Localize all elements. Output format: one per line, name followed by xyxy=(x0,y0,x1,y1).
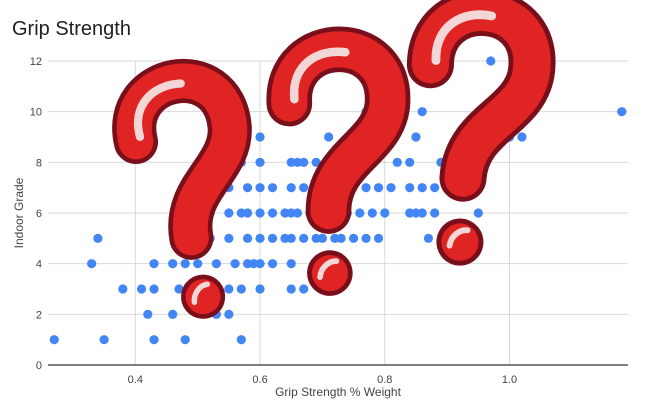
x-tick-label: 0.6 xyxy=(252,374,267,386)
y-axis-label: Indoor Grade xyxy=(12,177,26,248)
chart-title: Grip Strength xyxy=(12,18,131,40)
data-point xyxy=(87,259,97,269)
x-tick-label: 0.4 xyxy=(128,374,143,386)
data-point xyxy=(136,284,147,294)
data-point xyxy=(193,259,203,269)
data-point xyxy=(286,233,296,243)
data-point xyxy=(99,335,109,345)
data-point xyxy=(255,259,265,269)
data-point xyxy=(405,157,415,167)
data-point xyxy=(242,183,253,193)
data-point xyxy=(299,157,309,167)
data-point xyxy=(286,259,296,269)
data-point xyxy=(224,309,234,319)
data-point xyxy=(292,208,303,218)
data-point xyxy=(149,259,159,269)
data-point xyxy=(517,132,527,142)
data-point xyxy=(149,284,159,294)
data-point xyxy=(348,233,359,243)
data-point xyxy=(286,284,296,294)
data-point xyxy=(49,335,59,345)
data-point xyxy=(299,183,309,193)
data-point xyxy=(168,259,178,269)
x-tick-label: 1.0 xyxy=(502,374,517,386)
data-point xyxy=(255,132,265,142)
data-point xyxy=(236,284,246,294)
data-point xyxy=(267,259,278,269)
data-point xyxy=(361,233,371,243)
data-point xyxy=(417,208,427,218)
data-point xyxy=(267,183,278,193)
data-point xyxy=(430,208,440,218)
data-point xyxy=(211,259,221,269)
data-point xyxy=(430,183,440,193)
data-point xyxy=(180,335,190,345)
data-point xyxy=(230,259,240,269)
data-point xyxy=(255,284,265,294)
data-point xyxy=(286,183,296,193)
data-point xyxy=(118,284,128,294)
data-point xyxy=(355,208,365,218)
data-point xyxy=(367,208,377,218)
question-mark-icon xyxy=(112,58,252,319)
data-point xyxy=(411,132,421,142)
y-tick-label: 2 xyxy=(36,309,42,321)
data-point xyxy=(386,183,396,193)
data-point xyxy=(93,233,103,243)
y-tick-label: 4 xyxy=(36,259,42,271)
data-point xyxy=(380,208,390,218)
data-point xyxy=(617,107,627,117)
data-point xyxy=(473,208,483,218)
data-point xyxy=(417,183,427,193)
data-point xyxy=(267,208,278,218)
tick-labels: 0 2 4 6 8 10 12 0.4 0.6 0.8 1.0 xyxy=(30,56,517,386)
data-point xyxy=(311,157,321,167)
data-point xyxy=(423,233,434,243)
data-point xyxy=(255,233,265,243)
data-point xyxy=(267,233,278,243)
data-point xyxy=(324,132,334,142)
data-point xyxy=(336,233,346,243)
y-tick-label: 10 xyxy=(30,107,42,119)
data-point xyxy=(299,233,309,243)
y-tick-label: 12 xyxy=(30,56,42,68)
y-tick-label: 6 xyxy=(36,208,42,220)
data-point xyxy=(317,233,328,243)
data-point xyxy=(168,309,178,319)
data-point xyxy=(373,183,384,193)
data-point xyxy=(417,107,427,117)
data-point xyxy=(255,208,265,218)
data-point xyxy=(224,233,234,243)
data-point xyxy=(361,183,371,193)
data-point xyxy=(224,208,234,218)
question-mark-icon xyxy=(406,0,556,266)
data-point xyxy=(405,183,415,193)
data-point xyxy=(299,284,309,294)
data-point xyxy=(149,335,159,345)
x-tick-label: 0.8 xyxy=(377,374,392,386)
data-point xyxy=(486,56,496,66)
data-point xyxy=(180,259,190,269)
data-point xyxy=(174,284,184,294)
data-point xyxy=(255,157,265,167)
x-axis-label: Grip Strength % Weight xyxy=(275,385,402,399)
data-point xyxy=(236,335,246,345)
data-point xyxy=(373,233,384,243)
data-point xyxy=(392,157,402,167)
data-point xyxy=(242,208,253,218)
y-tick-label: 8 xyxy=(36,157,42,169)
data-point xyxy=(255,183,265,193)
data-point xyxy=(224,284,234,294)
y-tick-label: 0 xyxy=(36,360,42,372)
data-point xyxy=(242,233,253,243)
data-point xyxy=(143,309,153,319)
question-mark-icon xyxy=(266,26,411,296)
question-mark-overlay xyxy=(112,0,556,319)
